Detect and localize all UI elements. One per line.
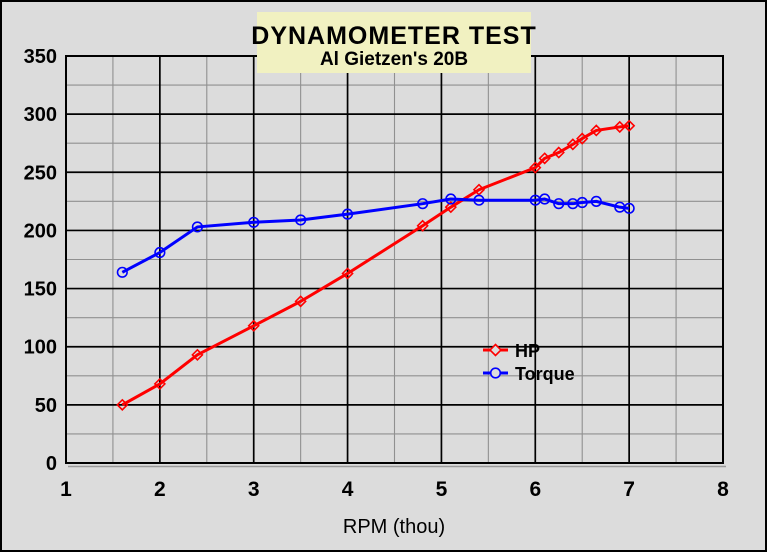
marker-circle-torque <box>445 193 457 205</box>
legend-torque-label: Torque <box>515 364 575 384</box>
marker-diamond-hp <box>576 132 589 145</box>
x-tick-label: 7 <box>623 478 635 501</box>
chart-subtitle: Al Gietzen's 20B <box>320 49 468 70</box>
marker-diamond-hp <box>153 377 166 391</box>
marker-diamond-hp <box>444 201 457 214</box>
marker-diamond-hp <box>341 267 354 280</box>
y-tick-label: 50 <box>35 395 57 417</box>
x-tick-label: 2 <box>154 478 166 501</box>
marker-diamond-hp <box>623 119 636 132</box>
marker-diamond-hp <box>590 124 603 137</box>
x-tick-label: 8 <box>717 478 729 501</box>
y-tick-label: 100 <box>24 337 57 359</box>
marker-circle-torque <box>553 198 565 210</box>
series-line-torque <box>121 197 630 274</box>
y-tick-label: 150 <box>24 279 57 301</box>
marker-circle-torque <box>191 221 203 233</box>
marker-diamond-hp <box>191 348 204 361</box>
y-tick-label: 250 <box>24 162 57 184</box>
marker-circle-torque <box>116 266 128 278</box>
marker-circle-torque <box>341 208 354 220</box>
marker-circle-torque <box>473 194 485 206</box>
title-box-background <box>257 12 531 73</box>
x-tick-label: 4 <box>342 478 354 501</box>
minor-grid-layer <box>66 56 723 463</box>
x-tick-label: 6 <box>529 478 541 501</box>
title-box: DYNAMOMETER TEST Al Gietzen's 20B <box>251 12 536 73</box>
y-tick-label: 300 <box>24 104 57 126</box>
marker-diamond-hp <box>566 138 579 151</box>
marker-circle-torque <box>295 214 307 226</box>
legend-hp-diamond-icon <box>488 343 503 357</box>
y-tick-label: 200 <box>24 220 57 242</box>
marker-circle-torque <box>417 198 429 210</box>
y-tick-label: 350 <box>24 46 57 68</box>
x-axis-title: RPM (thou) <box>343 516 445 538</box>
legend-torque-circle-icon <box>489 367 502 379</box>
marker-circle-torque <box>576 196 588 209</box>
marker-circle-torque <box>623 202 635 214</box>
marker-circle-torque <box>154 246 166 259</box>
marker-diamond-hp <box>529 161 542 174</box>
legend-hp-label: HP <box>515 341 540 361</box>
legend: HP Torque <box>483 341 575 384</box>
marker-diamond-hp <box>538 152 551 165</box>
marker-diamond-hp <box>116 398 129 411</box>
series-layer <box>116 119 636 411</box>
x-tick-label: 5 <box>436 478 448 501</box>
x-tick-label: 3 <box>248 478 260 501</box>
y-tick-label: 0 <box>46 453 57 475</box>
marker-diamond-hp <box>294 295 307 308</box>
marker-diamond-hp <box>247 319 260 332</box>
major-grid-layer <box>66 56 723 463</box>
marker-circle-torque <box>248 216 260 228</box>
x-tick-label: 1 <box>60 478 72 501</box>
marker-diamond-hp <box>613 120 626 134</box>
marker-circle-torque <box>539 193 551 205</box>
axis-tick-labels: 0 50 100 150 200 250 300 350 1 2 3 4 5 6 7 8 <box>24 46 730 501</box>
series-line-hp <box>121 124 630 407</box>
marker-diamond-hp <box>416 219 429 232</box>
chart-title: DYNAMOMETER TEST <box>251 22 536 50</box>
marker-diamond-hp <box>552 146 565 159</box>
marker-circle-torque <box>590 195 602 207</box>
